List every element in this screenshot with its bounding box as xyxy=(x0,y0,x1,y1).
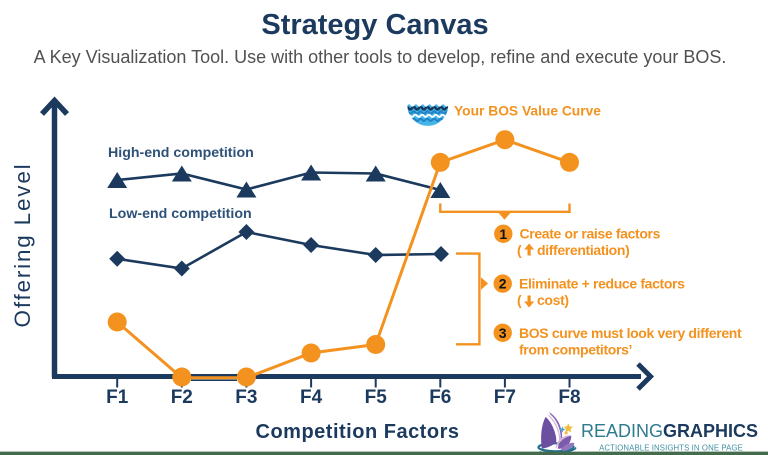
svg-text:BOS curve must look very diffe: BOS curve must look very different xyxy=(519,325,742,341)
svg-text:differentiation): differentiation) xyxy=(537,242,629,258)
svg-text:1: 1 xyxy=(499,226,507,242)
svg-text:F4: F4 xyxy=(300,387,323,408)
svg-text:ACTIONABLE INSIGHTS IN ONE PAG: ACTIONABLE INSIGHTS IN ONE PAGE xyxy=(599,443,743,452)
svg-text:2: 2 xyxy=(499,276,507,292)
svg-text:Offering Level: Offering Level xyxy=(10,163,35,328)
svg-text:F6: F6 xyxy=(429,387,451,408)
svg-text:A Key Visualization Tool. Use: A Key Visualization Tool. Use with other… xyxy=(34,47,727,67)
svg-text:3: 3 xyxy=(499,325,507,341)
svg-text:(: ( xyxy=(517,292,522,308)
svg-text:F5: F5 xyxy=(365,387,388,408)
svg-text:Strategy Canvas: Strategy Canvas xyxy=(261,9,488,41)
svg-text:from competitors’: from competitors’ xyxy=(519,341,632,357)
svg-text:Eliminate + reduce factors: Eliminate + reduce factors xyxy=(519,276,685,292)
svg-text:Your BOS Value Curve: Your BOS Value Curve xyxy=(454,104,601,119)
svg-text:Low-end competition: Low-end competition xyxy=(109,206,252,222)
svg-text:F8: F8 xyxy=(558,387,580,408)
svg-text:F3: F3 xyxy=(235,387,257,408)
svg-text:F2: F2 xyxy=(171,387,193,408)
svg-text:(: ( xyxy=(517,242,522,258)
svg-text:F1: F1 xyxy=(106,387,129,408)
svg-text:Create or raise factors: Create or raise factors xyxy=(520,226,661,242)
svg-text:F7: F7 xyxy=(494,387,516,408)
svg-text:cost): cost) xyxy=(537,292,569,308)
svg-text:Competition Factors: Competition Factors xyxy=(256,421,460,443)
svg-text:High-end competition: High-end competition xyxy=(108,145,254,161)
svg-text:READINGGRAPHICS: READINGGRAPHICS xyxy=(581,421,758,441)
